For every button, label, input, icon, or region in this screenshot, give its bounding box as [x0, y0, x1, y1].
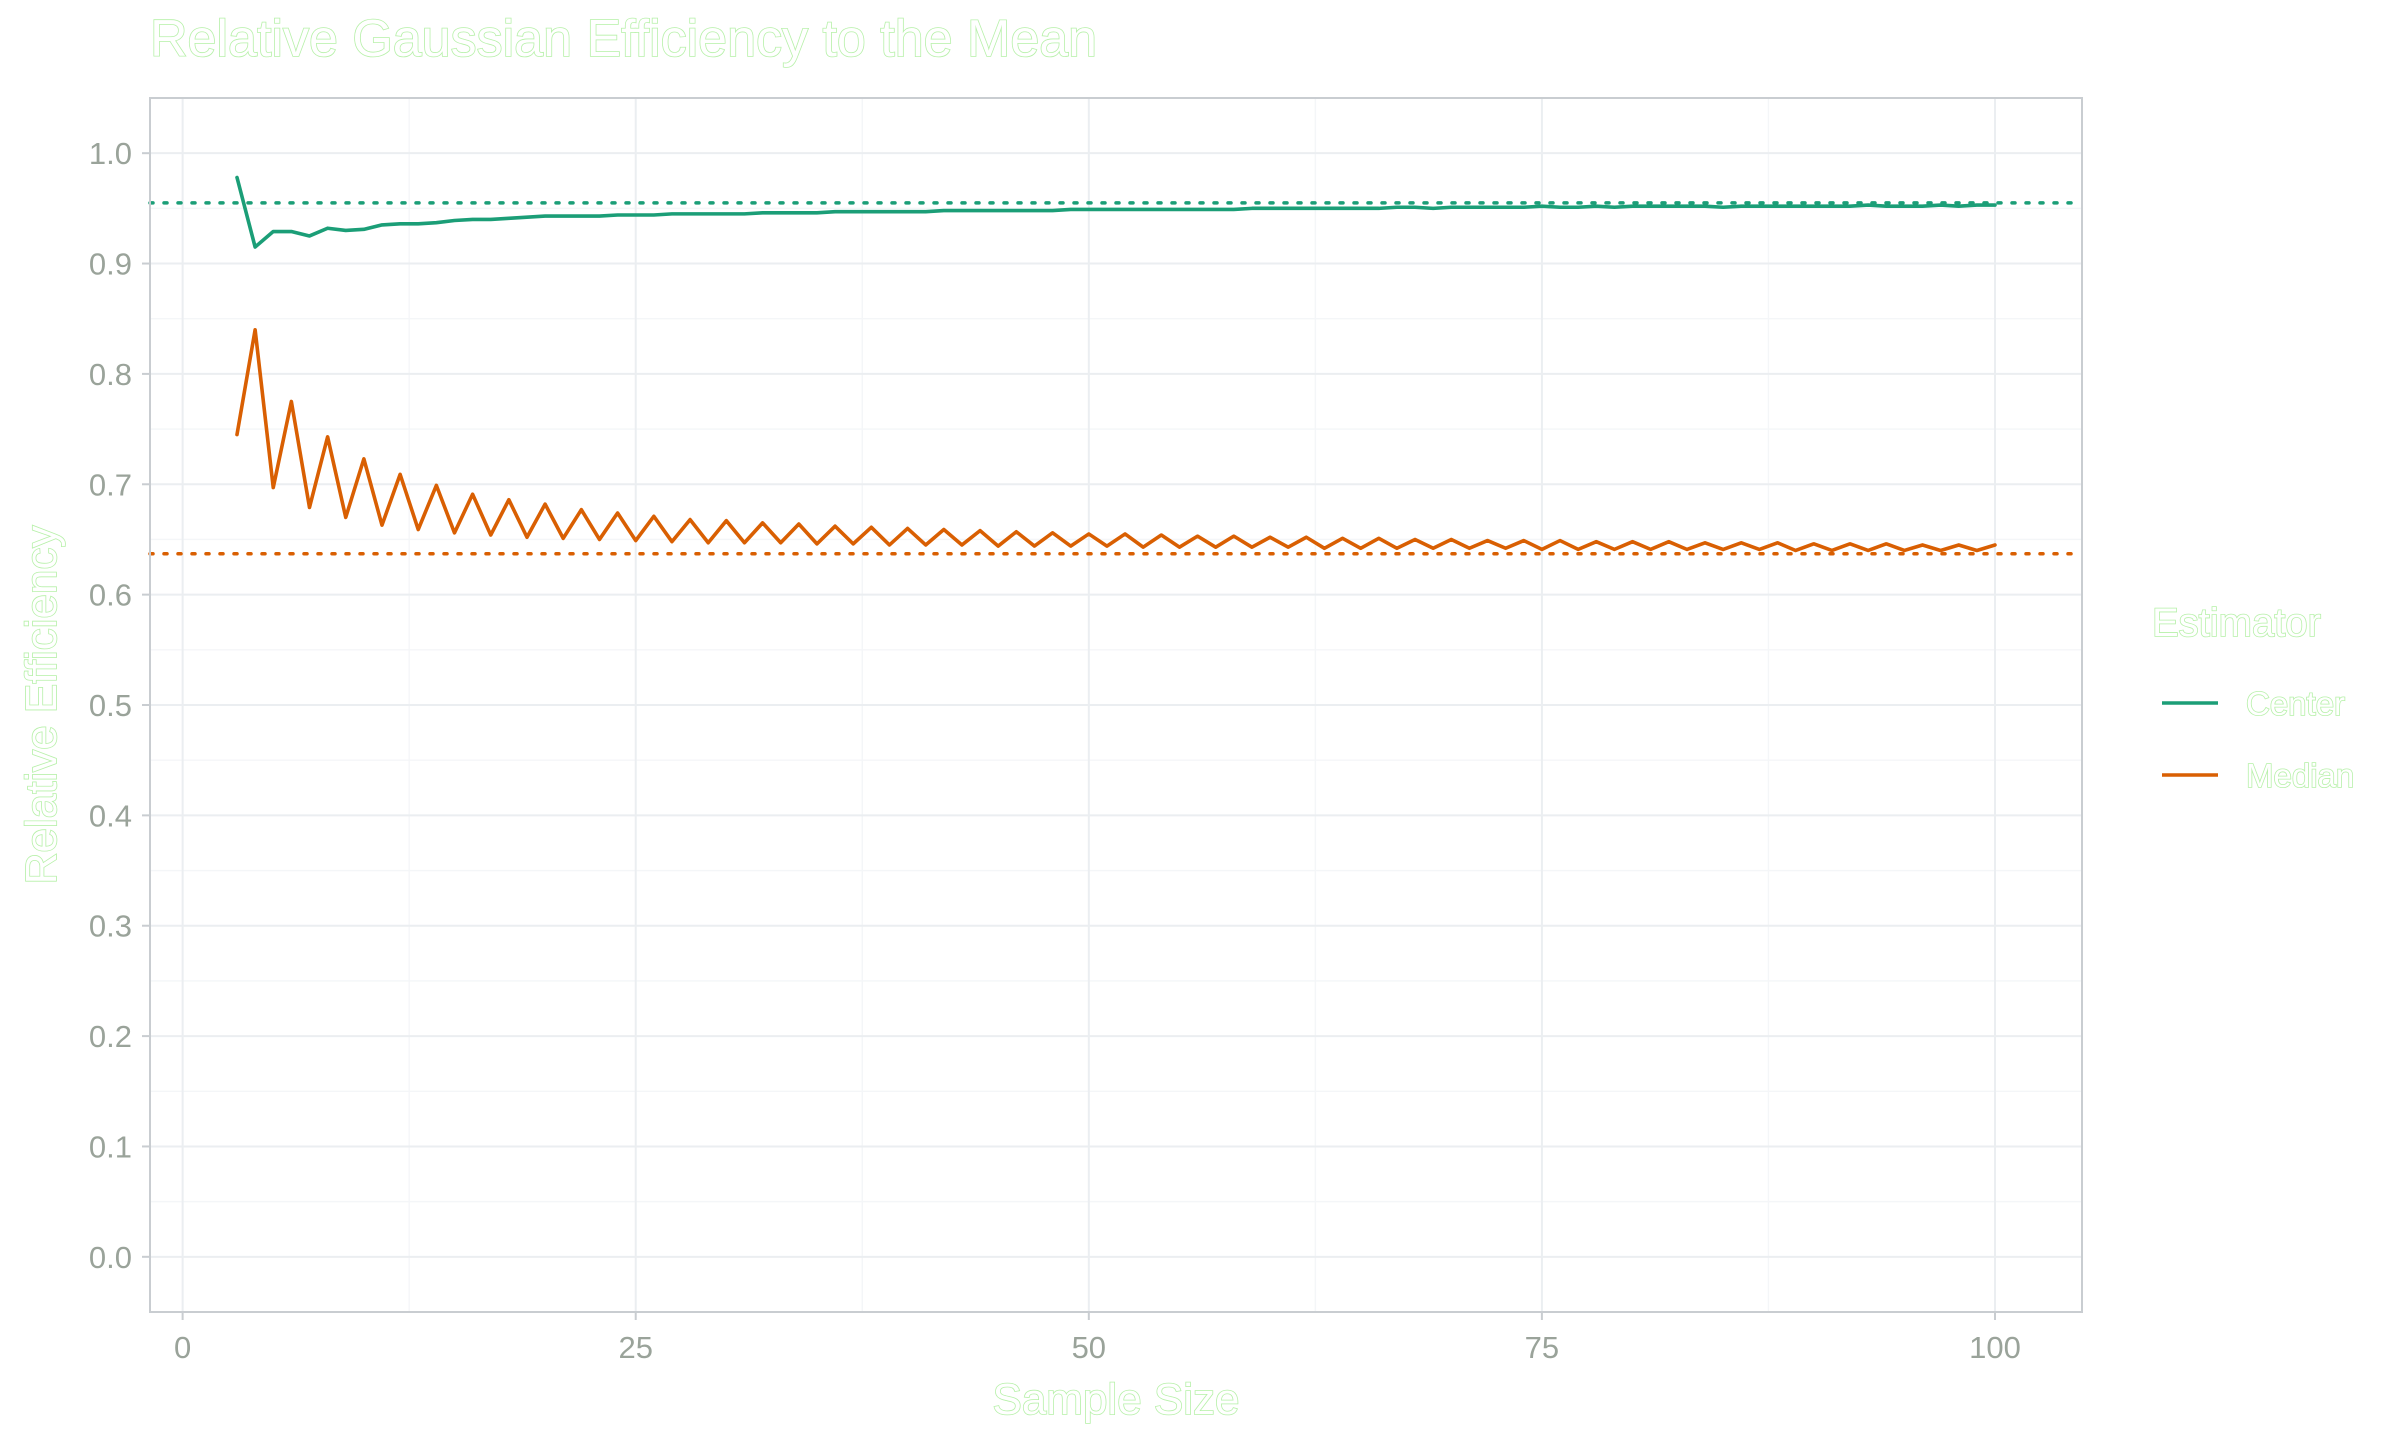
y-tick-label: 1.0 — [89, 136, 132, 171]
y-tick-label: 0.8 — [89, 357, 132, 392]
series-line-center — [235, 175, 1997, 249]
x-tick-label: 50 — [1072, 1330, 1106, 1365]
x-tick-label: 25 — [618, 1330, 652, 1365]
y-axis: 0.0 0.1 0.2 0.3 0.4 0.5 0.6 0.7 0.8 0.9 1.0 — [89, 136, 150, 1275]
y-tick-label: 0.4 — [89, 798, 132, 833]
y-tick-label: 0.9 — [89, 247, 132, 282]
y-tick-label: 0.1 — [89, 1129, 132, 1164]
y-axis-label: Relative Efficiency — [17, 526, 66, 885]
y-tick-label: 0.0 — [89, 1240, 132, 1275]
legend-label-median: Median — [2246, 757, 2354, 794]
x-tick-label: 100 — [1969, 1330, 2021, 1365]
chart-title: Relative Gaussian Efficiency to the Mean — [150, 10, 1097, 68]
y-tick-label: 0.5 — [89, 688, 132, 723]
x-tick-label: 75 — [1525, 1330, 1559, 1365]
legend-label-center: Center — [2246, 685, 2345, 722]
x-axis-label: Sample Size — [992, 1375, 1239, 1424]
y-tick-label: 0.3 — [89, 909, 132, 944]
legend-title: Estimator — [2152, 601, 2321, 645]
series-line-median — [235, 327, 1997, 553]
y-tick-label: 0.2 — [89, 1019, 132, 1054]
reference-lines — [148, 201, 2084, 556]
legend: Estimator Center Median — [2151, 600, 2355, 795]
legend-items: Center Median — [2162, 684, 2355, 795]
x-axis: 0 25 50 75 100 — [174, 1312, 2021, 1365]
series-lines — [235, 175, 1997, 553]
x-tick-label: 0 — [174, 1330, 191, 1365]
y-tick-label: 0.6 — [89, 578, 132, 613]
y-tick-label: 0.7 — [89, 467, 132, 502]
